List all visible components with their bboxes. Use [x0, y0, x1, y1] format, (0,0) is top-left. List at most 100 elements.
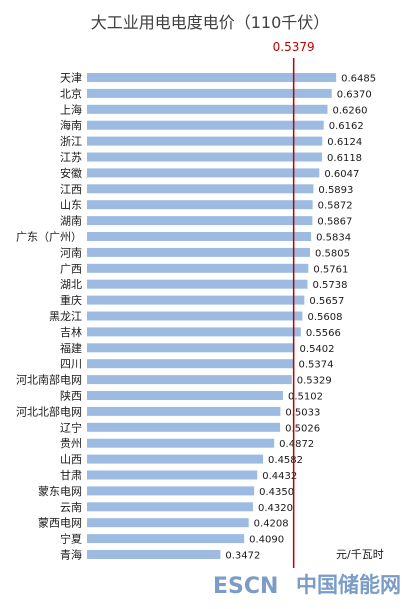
bar	[87, 168, 320, 178]
category-label: 湖南	[60, 215, 82, 228]
bar	[87, 391, 284, 400]
category-label: 江苏	[60, 151, 82, 164]
value-label: 0.5867	[317, 217, 352, 228]
value-label: 0.5566	[306, 328, 341, 339]
category-label: 贵州	[60, 437, 82, 450]
watermark-brand: ESCN	[213, 574, 278, 599]
bar	[87, 422, 281, 432]
category-label: 河南	[60, 246, 82, 259]
value-label: 0.5893	[318, 185, 353, 196]
bar	[87, 200, 313, 210]
value-label: 0.5026	[285, 423, 320, 434]
category-label: 重庆	[60, 293, 82, 307]
bar	[87, 486, 255, 496]
category-label: 河北北部电网	[16, 404, 82, 418]
bar	[87, 470, 258, 480]
bar	[87, 216, 313, 226]
bar	[87, 104, 328, 114]
value-label: 0.6124	[327, 137, 362, 148]
value-label: 0.5402	[300, 344, 335, 355]
value-label: 0.6047	[324, 169, 359, 180]
bar	[87, 184, 314, 194]
bar	[87, 502, 253, 512]
bar	[87, 263, 309, 273]
category-label: 广西	[60, 262, 82, 275]
value-label: 0.5033	[285, 407, 320, 418]
bar	[87, 152, 323, 162]
value-label: 0.3472	[225, 551, 260, 562]
category-label: 黑龙江	[49, 310, 82, 323]
category-label: 浙江	[60, 135, 82, 148]
value-label: 0.4582	[268, 455, 303, 466]
bar	[87, 247, 311, 257]
category-label: 陕西	[60, 389, 82, 403]
bar	[87, 136, 323, 146]
category-label: 四川	[60, 358, 82, 371]
category-label: 蒙东电网	[38, 485, 82, 498]
value-label: 0.5608	[307, 312, 342, 323]
value-label: 0.5872	[318, 201, 353, 212]
value-label: 0.6485	[341, 74, 376, 85]
bar	[87, 518, 249, 528]
category-label: 上海	[60, 102, 82, 116]
category-label: 辽宁	[60, 420, 82, 434]
value-label: 0.5834	[316, 233, 351, 244]
category-label: 蒙西电网	[38, 517, 82, 530]
bar	[87, 406, 281, 416]
bar	[87, 327, 301, 337]
value-label: 0.5805	[315, 248, 350, 259]
bar	[87, 343, 295, 353]
bar	[87, 279, 308, 289]
value-label: 0.5761	[313, 264, 348, 275]
category-label: 山东	[60, 199, 82, 212]
value-label: 0.4872	[279, 439, 314, 450]
value-label: 0.5374	[298, 360, 333, 371]
bar	[87, 295, 305, 305]
category-label: 江西	[60, 183, 82, 196]
bar	[87, 359, 294, 369]
bar	[87, 88, 332, 98]
category-label: 吉林	[60, 325, 82, 339]
bar	[87, 120, 324, 130]
category-label: 宁夏	[60, 532, 82, 546]
bar	[87, 534, 245, 544]
bar	[87, 454, 264, 464]
value-label: 0.6162	[329, 121, 364, 132]
category-label: 山西	[60, 453, 82, 466]
value-label: 0.6260	[333, 105, 368, 116]
reference-line-label: 0.5379	[273, 40, 315, 54]
value-label: 0.6370	[337, 89, 372, 100]
unit-label: 元/千瓦时	[336, 548, 384, 561]
bar	[87, 375, 292, 385]
value-label: 0.5738	[312, 280, 347, 291]
category-label: 甘肃	[60, 469, 82, 482]
bar	[87, 438, 275, 448]
category-label: 北京	[60, 86, 82, 100]
value-label: 0.4090	[249, 535, 284, 546]
category-label: 海南	[60, 118, 82, 132]
value-label: 0.5329	[297, 376, 332, 387]
value-label: 0.4208	[254, 519, 289, 530]
bar	[87, 550, 221, 559]
bar	[87, 73, 337, 82]
category-label: 安徽	[60, 166, 82, 180]
value-label: 0.6118	[327, 153, 362, 164]
value-label: 0.5657	[309, 296, 344, 307]
value-label: 0.4432	[262, 471, 297, 482]
category-label: 湖北	[60, 278, 82, 291]
chart-title: 大工业用电电度电价（110千伏）	[91, 13, 330, 32]
bar	[87, 311, 303, 321]
category-label: 河北南部电网	[16, 373, 82, 387]
category-label: 广东（广州）	[16, 231, 82, 244]
category-label: 天津	[60, 72, 82, 85]
value-label: 0.4320	[258, 503, 293, 514]
category-label: 青海	[60, 548, 82, 562]
watermark-text: 中国储能网	[296, 573, 401, 597]
category-label: 云南	[60, 501, 82, 514]
category-label: 福建	[60, 341, 82, 355]
bar	[87, 232, 312, 241]
value-label: 0.4350	[259, 487, 294, 498]
value-label: 0.5102	[288, 392, 323, 403]
